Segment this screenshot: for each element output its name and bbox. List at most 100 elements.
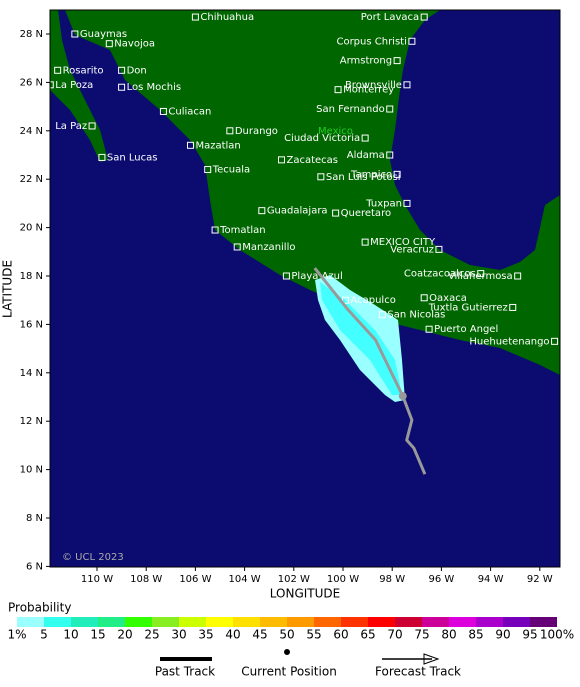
color-box [125, 617, 152, 627]
colorbar-label: 75 [414, 628, 429, 642]
past-track-label: Past Track [155, 665, 215, 679]
current-position-key [284, 649, 290, 655]
city-label: Guaymas [80, 29, 127, 40]
forecast-track [313, 267, 405, 397]
city-label: Coatzacoalcos [404, 269, 476, 280]
city-marker [186, 141, 194, 149]
city-marker [425, 325, 433, 333]
city-marker [393, 57, 401, 65]
past-track [401, 395, 427, 475]
color-box [206, 617, 233, 627]
land [50, 10, 560, 402]
country-label: Mexico [318, 126, 353, 137]
city-marker [54, 66, 62, 74]
city-marker [204, 166, 212, 174]
city-label: San Nicolas [387, 310, 445, 321]
color-box [314, 617, 341, 627]
city-marker [361, 134, 369, 142]
color-box [530, 617, 557, 627]
city-marker [258, 207, 266, 215]
city-marker [211, 226, 219, 234]
city-marker [98, 153, 106, 161]
y-tick-label: 12 N [20, 416, 43, 427]
city-marker [408, 37, 416, 45]
city-label: San Fernando [316, 104, 385, 115]
city-marker [118, 83, 126, 91]
city-marker [317, 173, 325, 181]
city-label: Queretaro [341, 208, 391, 219]
city-label: Los Mochis [127, 82, 181, 93]
city-marker [118, 66, 126, 74]
city-marker [509, 303, 517, 311]
probability-swath-inner [320, 282, 402, 395]
color-box [476, 617, 503, 627]
colorbar-label: 5 [40, 628, 48, 642]
y-tick-label: 6 N [26, 561, 43, 572]
colorbar-label: 25 [144, 628, 159, 642]
color-box [395, 617, 422, 627]
city-marker [514, 272, 522, 280]
colorbar: 1% 5 10 15 20 25 30 35 40 45 50 55 60 65 70 75 80 85 90 95 1… [7, 617, 574, 642]
colorbar-label: 40 [225, 628, 240, 642]
color-box [368, 617, 395, 627]
y-tick-label: 20 N [20, 223, 43, 234]
city-marker [233, 243, 241, 251]
x-tick-label: 100 W [327, 574, 359, 585]
city-marker [393, 170, 401, 178]
city-label: Durango [235, 126, 278, 137]
colorbar-label: 30 [171, 628, 186, 642]
city-label: Tuxtla Gutierrez [428, 302, 508, 313]
city-label: Rosarito [63, 65, 104, 76]
city-label: Playa Azul [291, 271, 342, 282]
colorbar-label: 45 [252, 628, 267, 642]
color-box [341, 617, 368, 627]
color-box [17, 617, 44, 627]
x-axis-label: LONGITUDE [270, 587, 340, 601]
colorbar-label: 95 [522, 628, 537, 642]
colorbar-label: 80 [441, 628, 456, 642]
x-tick-label: 94 W [478, 574, 504, 585]
city-label: Zacatecas [287, 155, 339, 166]
city-marker [105, 40, 113, 48]
map-frame [49, 9, 561, 568]
city-label: Tecuala [212, 165, 250, 176]
colorbar-label: 15 [90, 628, 105, 642]
cities: Chihuahua Port Lavaca Guaymas Corpus Christ… [46, 12, 559, 347]
colorbar-label: 60 [333, 628, 348, 642]
city-label: La Paz [55, 121, 87, 132]
city-marker [341, 296, 349, 304]
city-marker [420, 13, 428, 21]
forecast-track-label: Forecast Track [375, 665, 461, 679]
city-label: MEXICO CITY [370, 237, 436, 248]
city-label: Tomatlan [219, 225, 266, 236]
city-label: Huehuetenango [469, 336, 549, 347]
city-label: Villahermosa [448, 271, 513, 282]
city-marker [88, 122, 96, 130]
city-label: Aldama [347, 150, 385, 161]
city-label: Port Lavaca [361, 12, 419, 23]
y-tick-label: 22 N [20, 174, 43, 185]
y-tick-label: 28 N [20, 29, 43, 40]
city-label: Tampico [350, 169, 392, 180]
city-marker [334, 86, 342, 94]
color-box [44, 617, 71, 627]
y-tick-label: 18 N [20, 271, 43, 282]
colorbar-label: 90 [495, 628, 510, 642]
city-label: Ciudad Victoria [284, 133, 360, 144]
color-box [233, 617, 260, 627]
color-box [449, 617, 476, 627]
city-marker [477, 270, 485, 278]
city-marker [332, 209, 340, 217]
city-label: La Poza [55, 80, 93, 91]
city-label: San Lucas [107, 152, 158, 163]
city-label: Brownsville [345, 80, 402, 91]
color-box [152, 617, 179, 627]
storm [313, 267, 427, 475]
city-marker [386, 105, 394, 113]
color-box [422, 617, 449, 627]
forecast-arrow-head [423, 653, 440, 665]
x-tick-label: 104 W [229, 574, 261, 585]
x-tick-label: 110 W [81, 574, 113, 585]
y-axis-label: LATITUDE [1, 260, 15, 318]
